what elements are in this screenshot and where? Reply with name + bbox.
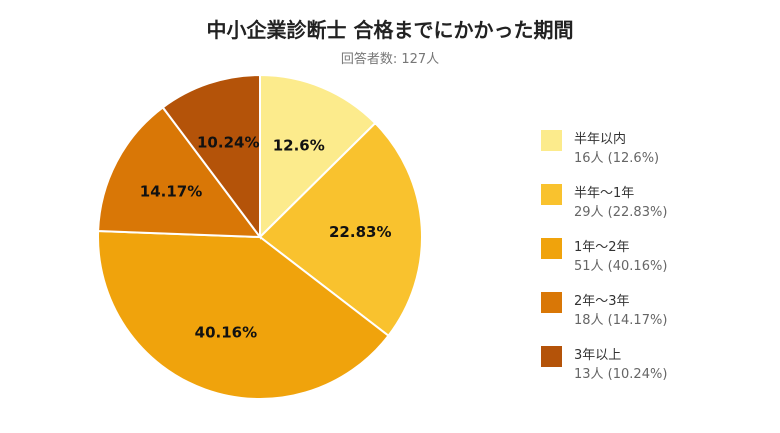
legend-swatch — [541, 184, 562, 205]
legend-value: 13人 (10.24%) — [574, 367, 668, 382]
slice-label: 12.6% — [273, 136, 325, 154]
slice-label: 40.16% — [195, 323, 257, 341]
chart-title: 中小企業診断士 合格までにかかった期間 — [206, 18, 574, 42]
legend-label: 3年以上 — [574, 348, 622, 363]
pie-slice — [259, 73, 377, 240]
legend-label: 1年〜2年 — [574, 240, 630, 255]
slice-label: 22.83% — [329, 223, 391, 241]
pie-slice — [258, 121, 423, 338]
pie-chart: 12.6% 22.83% 40.16% 14.17% 10.24% — [97, 73, 423, 400]
legend-label: 半年以内 — [574, 132, 627, 147]
legend-value: 51人 (40.16%) — [574, 259, 668, 274]
legend-swatch — [541, 292, 562, 313]
legend-label: 半年〜1年 — [574, 186, 635, 201]
legend-label: 2年〜3年 — [574, 294, 630, 309]
slice-label: 14.17% — [140, 182, 202, 200]
legend-value: 18人 (14.17%) — [574, 313, 668, 328]
pie-slice — [97, 105, 263, 239]
pie-slice — [97, 229, 390, 400]
legend-swatch — [541, 238, 562, 259]
legend-value: 16人 (12.6%) — [574, 151, 660, 166]
legend-value: 29人 (22.83%) — [574, 205, 668, 220]
chart-subtitle: 回答者数: 127人 — [340, 52, 440, 67]
slice-label: 10.24% — [197, 134, 259, 152]
legend-swatch — [541, 130, 562, 151]
pie-slice — [161, 73, 261, 241]
legend-swatch — [541, 346, 562, 367]
